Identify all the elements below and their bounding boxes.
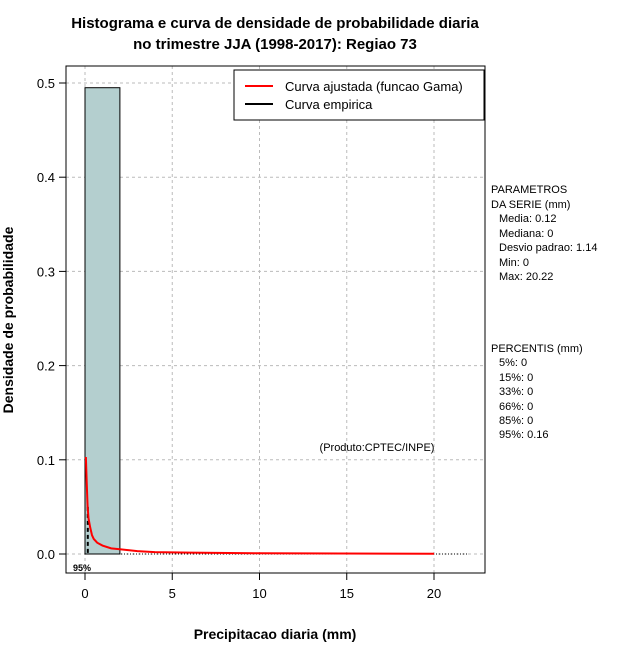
histogram-bar: [84, 87, 121, 555]
axes: 0 5 10 15 20 0.0 0.1 0.2 0.3 0.4 0.5: [37, 76, 441, 601]
y-tick-label: 0.1: [37, 453, 55, 468]
params-title-2: DA SERIE (mm): [491, 199, 570, 211]
series-lines: [84, 87, 469, 555]
stats-panel: PARAMETROS DA SERIE (mm) Media: 0.12 Med…: [491, 184, 597, 441]
percentis-title: PERCENTIS (mm): [491, 343, 583, 355]
x-tick-label: 20: [427, 586, 441, 601]
source-annotation: (Produto:CPTEC/INPE): [320, 442, 435, 454]
plot-frame: [65, 65, 486, 574]
x-tick-label: 5: [169, 586, 176, 601]
y-tick-label: 0.2: [37, 359, 55, 374]
param-media: Media: 0.12: [499, 213, 556, 225]
params-title-1: PARAMETROS: [491, 184, 567, 196]
percentile-marker-label: 95%: [73, 563, 91, 573]
param-desvio: Desvio padrao: 1.14: [499, 242, 597, 254]
y-tick-label: 0.3: [37, 264, 55, 279]
y-axis-label: Densidade de probabilidade: [0, 226, 16, 413]
param-max: Max: 20.22: [499, 271, 553, 283]
gamma-curve: [84, 456, 435, 555]
percentil-85: 85%: 0: [499, 415, 533, 427]
percentil-33: 33%: 0: [499, 386, 533, 398]
histogram-bars: [84, 87, 121, 555]
chart-title-line-2: no trimestre JJA (1998-2017): Regiao 73: [133, 36, 417, 53]
chart-title-line-1: Histograma e curva de densidade de proba…: [71, 15, 479, 32]
y-tick-label: 0.0: [37, 547, 55, 562]
legend-label-gamma: Curva ajustada (funcao Gama): [285, 79, 463, 94]
y-tick-label: 0.5: [37, 76, 55, 91]
percentil-15: 15%: 0: [499, 372, 533, 384]
param-min: Min: 0: [499, 257, 529, 269]
x-tick-label: 10: [252, 586, 266, 601]
percentil-66: 66%: 0: [499, 401, 533, 413]
x-tick-label: 0: [81, 586, 88, 601]
x-axis-label: Precipitacao diaria (mm): [194, 626, 357, 642]
percentil-5: 5%: 0: [499, 357, 527, 369]
legend-label-empirical: Curva empirica: [285, 97, 373, 112]
param-mediana: Mediana: 0: [499, 228, 553, 240]
legend: Curva ajustada (funcao Gama) Curva empir…: [233, 69, 485, 121]
x-tick-label: 15: [340, 586, 354, 601]
grid: [66, 66, 485, 573]
percentil-95: 95%: 0.16: [499, 429, 549, 441]
y-tick-label: 0.4: [37, 170, 55, 185]
